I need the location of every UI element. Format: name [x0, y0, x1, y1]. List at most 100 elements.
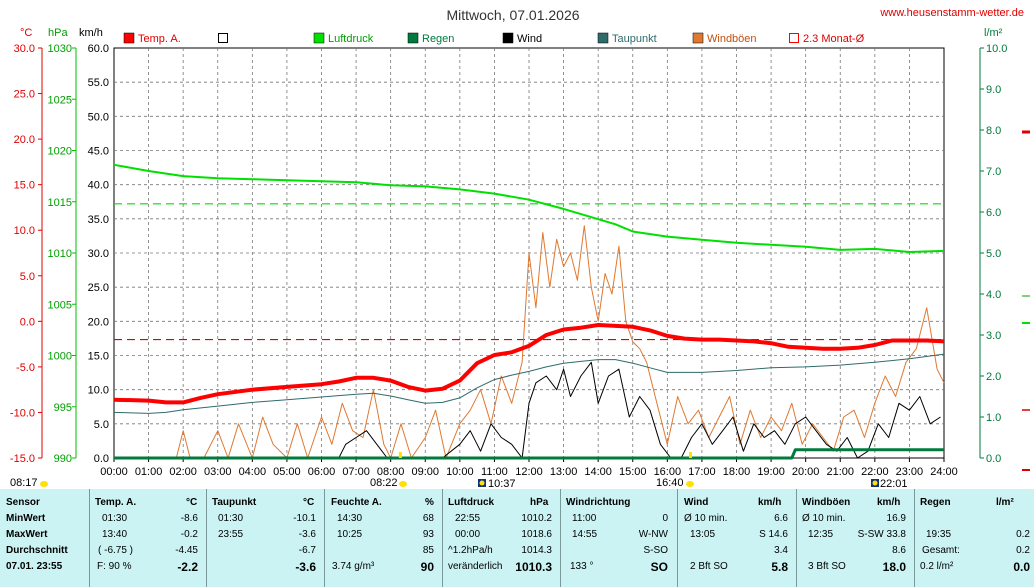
- direction-min-time: 11:00: [572, 513, 597, 524]
- rain-avg-extra: Gesamt:: [922, 545, 960, 556]
- humid-unit: %: [425, 497, 434, 508]
- rain-tick: 8.0: [986, 125, 1001, 137]
- hpa-tick: 1025: [48, 94, 72, 106]
- dew-unit: °C: [303, 497, 315, 508]
- temp-tick: 25.0: [14, 89, 35, 101]
- legend-swatch-avg: [789, 33, 799, 43]
- gusts-now-extra: 3 Bft SO: [808, 561, 846, 572]
- pressure-min: 1010.2: [521, 513, 552, 524]
- time-tick: 20:00: [792, 466, 820, 478]
- direction-avg: S-SO: [643, 545, 668, 556]
- time-tick: 01:00: [135, 466, 163, 478]
- time-tick: 23:00: [896, 466, 924, 478]
- gusts-min: 16.9: [886, 513, 906, 524]
- kmh-tick: 60.0: [88, 43, 109, 55]
- series-windb-en: [114, 225, 945, 459]
- dew-min-time: 01:30: [218, 513, 244, 524]
- humid-header: Feuchte A.: [331, 497, 382, 508]
- temp-min: -8.6: [180, 513, 198, 524]
- time-tick: 05:00: [273, 466, 301, 478]
- rain-max: 0.2: [1016, 529, 1030, 540]
- wind-max-time: 13:05: [690, 529, 716, 540]
- wind-now: 5.8: [771, 560, 788, 574]
- temp-max-time: 13:40: [102, 529, 128, 540]
- sensor-header: Sensor: [6, 497, 40, 508]
- summary-table: Sensor MinWert MaxWert Durchschnitt 07.0…: [0, 489, 1034, 587]
- pressure-max: 1018.6: [521, 529, 552, 540]
- wind-header: Wind: [684, 497, 709, 508]
- direction-max-time: 14:55: [572, 529, 598, 540]
- dew-min: -10.1: [293, 513, 316, 524]
- moon-icon: [479, 480, 485, 486]
- series-taupunkt: [113, 353, 945, 414]
- kmh-tick: 45.0: [88, 146, 109, 158]
- legend-swatch-rain: [407, 32, 419, 44]
- temp-now: -2.2: [177, 560, 198, 574]
- gusts-min-time: Ø 10 min.: [802, 513, 846, 524]
- time-tick: 21:00: [826, 466, 854, 478]
- time-tick: 17:00: [688, 466, 716, 478]
- time-tick: 24:00: [930, 466, 958, 478]
- humid-max-time: 10:25: [337, 529, 363, 540]
- temp-tick: 15.0: [14, 180, 35, 192]
- kmh-tick: 40.0: [88, 180, 109, 192]
- kmh-tick: 0.0: [94, 453, 109, 465]
- wind-max: S 14.6: [759, 529, 788, 540]
- hpa-tick: 995: [54, 402, 72, 414]
- legend-swatch-gusts: [692, 32, 704, 44]
- time-tick: 16:00: [654, 466, 682, 478]
- moon-time-1: 10:37: [488, 478, 516, 489]
- direction-max: W-NW: [638, 529, 668, 540]
- humid-max: 93: [422, 529, 434, 540]
- moon-icon: [872, 480, 878, 486]
- column-divider: [442, 489, 443, 587]
- sun-icon: [40, 481, 48, 487]
- gusts-avg: 8.6: [892, 545, 906, 556]
- kmh-tick: 25.0: [88, 282, 109, 294]
- pressure-now-extra: veränderlich: [448, 561, 503, 572]
- series-temp-a: [113, 323, 945, 405]
- dew-now: -3.6: [295, 560, 316, 574]
- rain-tick: 4.0: [986, 289, 1001, 301]
- kmh-unit-label: km/h: [79, 27, 103, 39]
- temp-max: -0.2: [180, 529, 198, 540]
- hpa-unit-label: hPa: [48, 27, 68, 39]
- column-divider: [324, 489, 325, 587]
- column-divider: [206, 489, 207, 587]
- wind-now-extra: 2 Bft SO: [690, 561, 728, 572]
- legend-swatch-dewpoint: [597, 32, 609, 44]
- wind-min-time: Ø 10 min.: [684, 513, 728, 524]
- max-label: MaxWert: [6, 529, 48, 540]
- temp-avg: -4.45: [175, 545, 198, 556]
- gusts-header: Windböen: [802, 497, 851, 508]
- legend-swatch-empty: [218, 33, 228, 43]
- rain-tick: 10.0: [986, 43, 1007, 55]
- pressure-avg-extra: ^1.2hPa/h: [448, 545, 493, 556]
- sunrise-time: 08:17: [10, 477, 38, 489]
- sun-icon: [399, 481, 407, 487]
- legend-swatch-wind: [502, 32, 514, 44]
- rain-tick: 1.0: [986, 412, 1001, 424]
- event-time-1: 08:22: [370, 477, 398, 489]
- site-url: www.heusenstamm-wetter.de: [879, 7, 1024, 19]
- temp-header: Temp. A.: [95, 497, 137, 508]
- weather-chart: Mittwoch, 07.01.2026 www.heusenstamm-wett…: [10, 7, 1030, 489]
- hpa-tick: 1030: [48, 43, 72, 55]
- time-tick: 15:00: [619, 466, 647, 478]
- time-tick: 11:00: [481, 466, 508, 478]
- temp-tick: 20.0: [14, 134, 35, 146]
- temp-unit: °C: [186, 497, 198, 508]
- rain-tick: 0.0: [986, 453, 1001, 465]
- temp-unit-label: °C: [20, 27, 32, 39]
- temp-tick: 30.0: [14, 43, 35, 55]
- kmh-tick: 20.0: [88, 316, 109, 328]
- rain-tick: 3.0: [986, 330, 1001, 342]
- time-tick: 04:00: [239, 466, 267, 478]
- kmh-tick: 55.0: [88, 77, 109, 89]
- hpa-tick: 1005: [48, 299, 72, 311]
- avg-label: Durchschnitt: [6, 545, 68, 556]
- sunset-axis-marker: [689, 452, 693, 458]
- sun-icon: [686, 481, 694, 487]
- pressure-unit: hPa: [530, 497, 549, 508]
- kmh-tick: 15.0: [88, 351, 109, 363]
